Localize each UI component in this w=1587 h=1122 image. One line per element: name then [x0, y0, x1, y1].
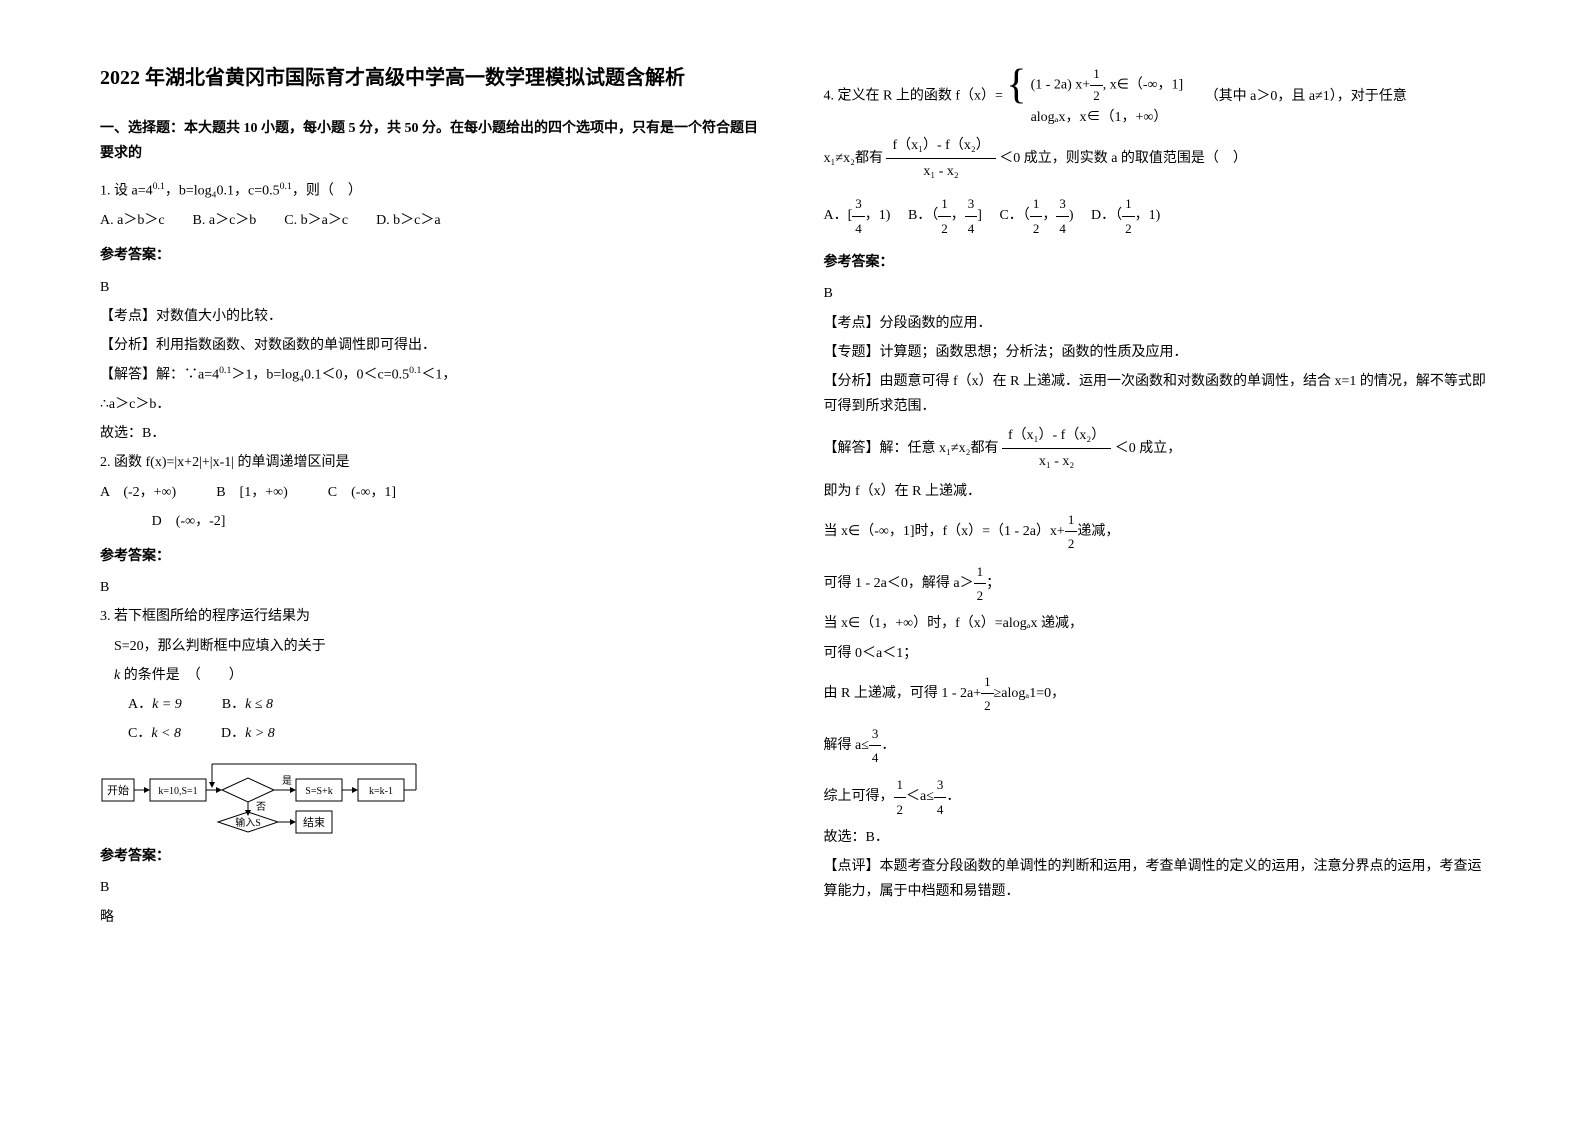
flow-yes: 是 [282, 775, 292, 787]
q1-answer-label: 参考答案： [100, 243, 764, 268]
q2-options-row1: A (-2，+∞) B [1，+∞) C (-∞，1] [100, 480, 764, 505]
q1-sup1: 0.1 [153, 181, 165, 192]
q1-solve: 【解答】解：∵a=40.1＞1，b=log₄0.1＜0，0＜c=0.50.1＜1… [100, 362, 764, 388]
q4-solve8: 解得 a≤34． [824, 722, 1488, 770]
q1-stem-t1: 1. 设 a=4 [100, 184, 153, 199]
q3-stem1: 3. 若下框图所给的程序运行结果为 [100, 604, 764, 629]
q1-s1: 【解答】解：∵a=4 [100, 368, 219, 383]
q4-comment: 【点评】本题考查分段函数的单调性的判断和运用，考查单调性的定义的运用，注意分界点… [824, 854, 1488, 904]
q4-solve2: 即为 f（x）在 R 上递减． [824, 479, 1488, 504]
q4-piecewise: { (1 - 2a) x+12, x∈（-∞，1] alogₐx，x∈（1，+∞… [1006, 64, 1183, 129]
q2-answer: B [100, 575, 764, 600]
page-title: 2022 年湖北省黄冈市国际育才高级中学高一数学理模拟试题含解析 [100, 60, 764, 96]
q4-analysis: 【分析】由题意可得 f（x）在 R 上递减．运用一次函数和对数函数的单调性，结合… [824, 369, 1488, 419]
q4-solve4: 可得 1 - 2a＜0，解得 a＞12； [824, 560, 1488, 608]
q4-prefix: 4. 定义在 R 上的函数 f（x）= [824, 89, 1003, 104]
q1-analysis: 【分析】利用指数函数、对数函数的单调性即可得出． [100, 333, 764, 358]
q4-solve9: 综上可得，12＜a≤34． [824, 773, 1488, 821]
q4-optB: B．（12，34] [908, 208, 982, 223]
q3-note: 略 [100, 905, 764, 930]
q4-suffix: ＜0 成立，则实数 a 的取值范围是（ ） [999, 151, 1247, 166]
q2-optD: D (-∞，-2] [152, 509, 226, 534]
q4-answer-label: 参考答案： [824, 250, 1488, 275]
q1-point: 【考点】对数值大小的比较． [100, 304, 764, 329]
q4-optC: C．（12，34) [999, 208, 1073, 223]
flow-init: k=10,S=1 [158, 786, 197, 797]
q4-answer: B [824, 281, 1488, 306]
q1-s2: ＞1，b=log₄0.1＜0，0＜c=0.5 [231, 368, 409, 383]
q1-solve4: ∴a＞c＞b． [100, 392, 764, 417]
q1-stem-t3: ，则（ ） [292, 184, 362, 199]
q1-sup2: 0.1 [280, 181, 292, 192]
right-column: 4. 定义在 R 上的函数 f（x）= { (1 - 2a) x+12, x∈（… [824, 60, 1488, 1062]
q3-stem3: 的条件是 （ ） [120, 668, 243, 683]
q4-solve1-frac: f（x₁）- f（x₂） x₁ - x₂ [1002, 423, 1111, 474]
flow-step1: S=S+k [305, 786, 332, 797]
q1-answer: B [100, 275, 764, 300]
q3-flowchart: 开始 k=10,S=1 是 S=S+k k=k-1 否 输入S 结束 [100, 754, 764, 834]
q4-solve1: 【解答】解：任意 x₁≠x₂都有 f（x₁）- f（x₂） x₁ - x₂ ＜0… [824, 423, 1488, 474]
q2-optC: C (-∞，1] [328, 480, 396, 505]
q3-answer-label: 参考答案： [100, 844, 764, 869]
flow-start: 开始 [107, 783, 129, 797]
q4-options: A．[34，1) B．（12，34] C．（12，34) D．（12，1) [824, 192, 1488, 240]
q4-stem: 4. 定义在 R 上的函数 f（x）= { (1 - 2a) x+12, x∈（… [824, 64, 1488, 129]
q4-solve7: 由 R 上递减，可得 1 - 2a+12≥alogₐ1=0， [824, 670, 1488, 718]
q4-line2: x₁≠x₂都有 f（x₁）- f（x₂） x₁ - x₂ ＜0 成立，则实数 a… [824, 133, 1488, 184]
q1-options: A. a＞b＞c B. a＞c＞b C. b＞a＞c D. b＞c＞a [100, 208, 764, 233]
q3-optB: B．k ≤ 8 [222, 692, 273, 717]
q4-topic: 【专题】计算题；函数思想；分析法；函数的性质及应用． [824, 340, 1488, 365]
q2-answer-label: 参考答案： [100, 544, 764, 569]
q1-s3: ＜1， [421, 368, 456, 383]
q4-point: 【考点】分段函数的应用． [824, 311, 1488, 336]
flow-output: 输入S [235, 816, 261, 829]
q4-solve6: 可得 0＜a＜1； [824, 641, 1488, 666]
q3-stem2: S=20，那么判断框中应填入的关于 [100, 634, 764, 659]
q4-bigfrac: f（x₁）- f（x₂） x₁ - x₂ [886, 133, 995, 184]
q1-solve5: 故选：B． [100, 421, 764, 446]
flow-end: 结束 [303, 816, 325, 829]
flowchart-svg: 开始 k=10,S=1 是 S=S+k k=k-1 否 输入S 结束 [100, 754, 440, 834]
q3-answer: B [100, 875, 764, 900]
q4-case2: alogₐx，x∈（1，+∞） [1031, 107, 1184, 129]
q2-options-row2: 1] D (-∞，-2] [100, 509, 764, 534]
q4-solve3: 当 x∈（-∞，1]时，f（x）=（1 - 2a）x+12递减， [824, 508, 1488, 556]
q4-optA: A．[34，1) [824, 208, 891, 223]
q2-optB: B [1，+∞) [216, 480, 288, 505]
q3-stem3-line: k 的条件是 （ ） [100, 663, 764, 688]
q1-stem: 1. 设 a=40.1，b=log₄0.1，c=0.50.1，则（ ） [100, 178, 764, 204]
q4-cond: （其中 a＞0，且 a≠1），对于任意 [1205, 89, 1407, 104]
q4-case1: (1 - 2a) x+12, x∈（-∞，1] [1031, 64, 1184, 107]
q3-optA: A．k = 9 [128, 692, 182, 717]
left-column: 2022 年湖北省黄冈市国际育才高级中学高一数学理模拟试题含解析 一、选择题：本… [100, 60, 764, 1062]
q1-s2sup: 0.1 [409, 365, 421, 376]
q1-stem-t2: ，b=log₄0.1，c=0.5 [165, 184, 280, 199]
q3-options-row2: C．k < 8 D．k > 8 [100, 721, 764, 746]
q2-stem: 2. 函数 f(x)=|x+2|+|x-1| 的单调递增区间是 [100, 450, 764, 475]
brace-icon: { [1006, 64, 1026, 129]
q1-s1sup: 0.1 [219, 365, 231, 376]
q3-options-row1: A．k = 9 B．k ≤ 8 [100, 692, 764, 717]
q3-optD: D．k > 8 [221, 721, 275, 746]
q4-cases: (1 - 2a) x+12, x∈（-∞，1] alogₐx，x∈（1，+∞） [1031, 64, 1184, 129]
q3-optC: C．k < 8 [128, 721, 181, 746]
q4-solve5: 当 x∈（1，+∞）时，f（x）=alogₐx 递减， [824, 611, 1488, 636]
flow-no: 否 [256, 801, 266, 813]
q4-optD: D．（12，1) [1091, 208, 1160, 223]
flow-step2: k=k-1 [369, 786, 393, 797]
q4-solve10: 故选：B． [824, 825, 1488, 850]
q4-prefix2: x₁≠x₂都有 [824, 151, 883, 166]
q2-optA: A (-2，+∞) [100, 480, 176, 505]
section1-heading: 一、选择题：本大题共 10 小题，每小题 5 分，共 50 分。在每小题给出的四… [100, 116, 764, 166]
